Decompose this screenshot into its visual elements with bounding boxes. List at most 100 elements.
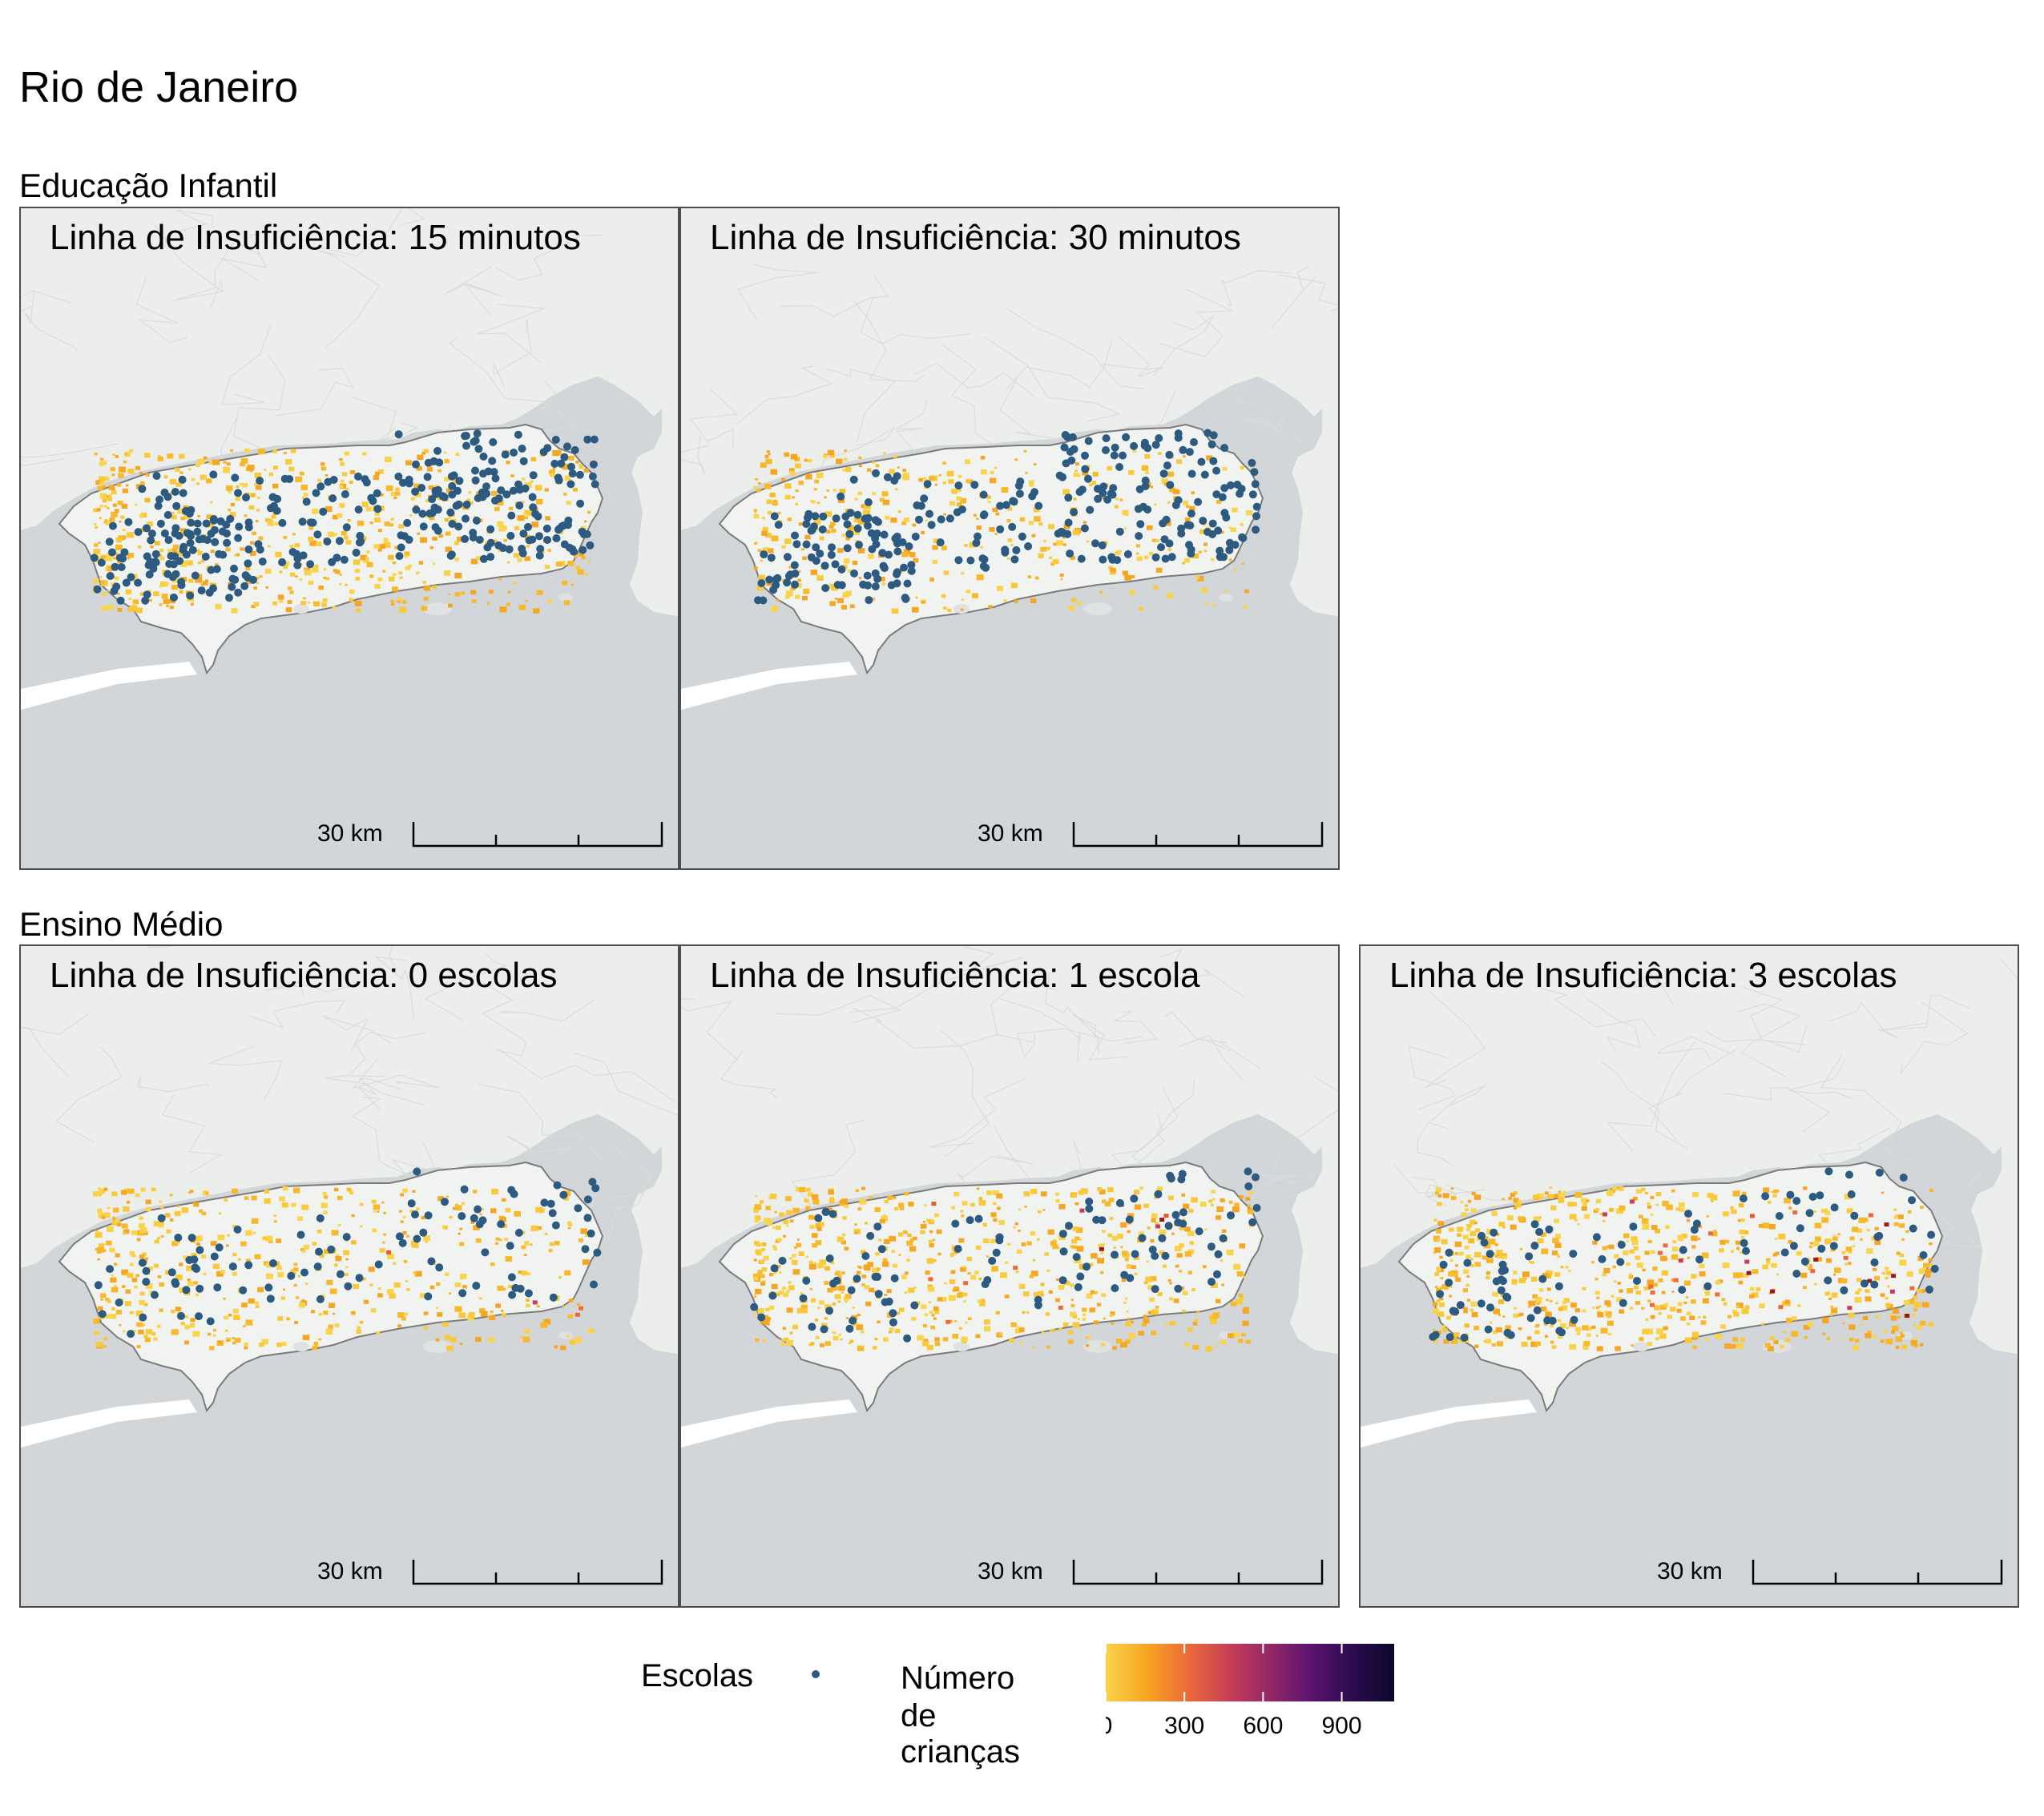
school-point	[1436, 1290, 1445, 1299]
school-point	[1141, 476, 1150, 485]
demand-cell	[895, 488, 898, 490]
demand-cell	[240, 1241, 247, 1246]
demand-cell	[1826, 1337, 1830, 1340]
demand-cell	[125, 589, 132, 594]
demand-cell	[339, 503, 345, 508]
demand-cell	[328, 531, 335, 538]
school-point	[182, 1286, 191, 1295]
school-point	[1212, 490, 1221, 499]
demand-cell	[154, 1263, 159, 1268]
demand-cell	[784, 483, 792, 489]
road-line	[154, 223, 224, 309]
demand-cell	[349, 598, 353, 602]
demand-cell	[159, 586, 162, 588]
demand-cell	[1164, 1323, 1168, 1326]
school-point	[966, 556, 975, 565]
demand-cell	[281, 1342, 287, 1347]
demand-cell	[877, 1320, 881, 1323]
school-point	[559, 1190, 568, 1199]
demand-cell	[966, 1256, 972, 1262]
school-point	[821, 584, 830, 593]
demand-cell	[772, 1245, 776, 1249]
scale-bar	[1072, 822, 1324, 848]
school-point	[124, 517, 133, 526]
school-point	[142, 1266, 151, 1275]
school-point	[1845, 1170, 1853, 1179]
demand-cell	[755, 1215, 761, 1221]
demand-cell	[322, 1191, 327, 1195]
scale-bar-line	[412, 822, 663, 848]
demand-cell	[293, 1187, 300, 1194]
demand-cell	[212, 1263, 220, 1270]
demand-cell	[844, 1204, 849, 1209]
demand-cell	[1184, 558, 1191, 563]
school-point	[1082, 1262, 1091, 1271]
demand-cell	[251, 1218, 259, 1224]
demand-cell	[368, 1266, 375, 1272]
demand-cell	[369, 574, 374, 578]
demand-cell	[1554, 1218, 1559, 1223]
school-point	[1122, 433, 1131, 441]
school-point	[1010, 497, 1018, 506]
demand-cell	[227, 1234, 230, 1237]
demand-cell	[325, 505, 333, 512]
demand-cell	[837, 1300, 841, 1303]
demand-cell	[236, 485, 240, 489]
school-point	[1555, 1327, 1564, 1335]
demand-cell	[1530, 1261, 1534, 1264]
demand-cell	[371, 1199, 377, 1204]
demand-cell	[1047, 1229, 1054, 1235]
demand-cell	[314, 564, 319, 568]
demand-cell	[943, 570, 949, 575]
school-point	[117, 563, 126, 571]
hotspot-cell	[1058, 1305, 1063, 1310]
demand-cell	[1183, 501, 1188, 505]
demand-cell	[1679, 1207, 1685, 1212]
demand-cell	[414, 1270, 422, 1277]
demand-cell	[1730, 1250, 1735, 1253]
demand-cell	[859, 465, 862, 468]
demand-cell	[339, 574, 342, 576]
school-point	[256, 477, 264, 485]
school-point	[163, 493, 172, 501]
mainland-area	[681, 946, 1338, 1268]
school-point	[774, 521, 783, 529]
demand-cell	[978, 1200, 986, 1206]
school-point	[590, 1280, 598, 1289]
school-point	[1252, 525, 1260, 534]
demand-cell	[111, 1307, 115, 1311]
demand-cell	[224, 1198, 228, 1202]
demand-cell	[1899, 1253, 1905, 1258]
school-point	[1252, 1203, 1261, 1212]
demand-cell	[159, 1282, 165, 1287]
demand-cell	[121, 503, 128, 509]
road-line	[1113, 1011, 1159, 1045]
niteroi-area	[1969, 1146, 2018, 1355]
demand-cell	[1055, 1278, 1059, 1281]
school-point	[1499, 1277, 1507, 1286]
demand-cell	[226, 1244, 229, 1247]
demand-cell	[1544, 1335, 1549, 1338]
demand-cell	[195, 1293, 200, 1297]
school-point	[1570, 1315, 1578, 1324]
demand-cell	[1885, 1276, 1889, 1280]
school-point	[489, 438, 498, 446]
demand-cell	[1092, 472, 1099, 477]
school-point	[230, 564, 238, 573]
demand-cell	[395, 491, 401, 496]
demand-cell	[103, 1345, 107, 1348]
demand-cell	[909, 1246, 917, 1252]
demand-cell	[1127, 1230, 1131, 1234]
demand-cell	[1034, 1291, 1040, 1297]
demand-cell	[127, 1188, 135, 1194]
school-point	[151, 1291, 159, 1299]
demand-cell	[127, 532, 135, 538]
demand-cell	[1147, 1311, 1153, 1315]
demand-cell	[1544, 1191, 1549, 1195]
demand-cell	[1145, 471, 1149, 474]
demand-cell	[283, 565, 288, 570]
demand-cell	[232, 1271, 237, 1276]
demand-cell	[964, 544, 968, 547]
demand-cell	[460, 1274, 467, 1279]
demand-cell	[287, 600, 292, 604]
